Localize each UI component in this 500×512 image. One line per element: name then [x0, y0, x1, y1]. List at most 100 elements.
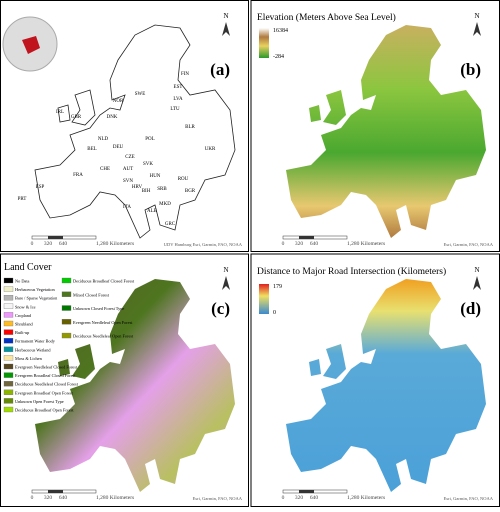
scale-label: 640 [310, 495, 319, 501]
country-label: NLD [98, 137, 109, 142]
country-label: AUT [123, 167, 133, 172]
legend-item: Evergreen Needleleaf Open Forest [73, 320, 133, 325]
legend-item: Deciduous Needleleaf Closed Forest [15, 382, 79, 387]
legend-swatch [3, 346, 14, 352]
country-label: FIN [181, 72, 189, 77]
scale-label: 0 [282, 495, 285, 501]
legend-swatch [61, 319, 72, 325]
country-label: BIH [142, 189, 151, 194]
legend-swatch [61, 277, 72, 284]
north-arrow: N [474, 12, 479, 20]
scale-bar [48, 236, 63, 239]
credit: Esri, Garmin, FAO, NOAA [193, 496, 243, 502]
country-label: SWE [135, 92, 146, 97]
scale-bar [299, 236, 314, 239]
legend-ramp [259, 28, 269, 58]
country-label: BEL [87, 147, 96, 152]
legend-swatch [3, 372, 14, 378]
country-label: CHE [100, 167, 110, 172]
north-arrow: N [223, 12, 228, 20]
scale-bar [31, 489, 97, 494]
panel-label: (d) [460, 299, 481, 318]
scale-label: 320 [44, 241, 53, 247]
credit: Esri, Garmin, FAO, NOAA [444, 496, 494, 502]
north-arrow: N [223, 266, 228, 274]
country-label: ALB [147, 209, 158, 214]
country-label: LVA [173, 97, 183, 102]
north-arrow-shape [222, 276, 230, 290]
legend-item: Evergreen Broadleaf Closed Forest [15, 373, 76, 378]
legend-swatch [61, 332, 72, 339]
panel-label: (a) [210, 60, 230, 79]
country-label: HUN [150, 174, 161, 179]
legend-ramp [259, 284, 269, 314]
north-arrow: N [474, 266, 479, 274]
scale-label: 1,280 Kilometers [347, 495, 385, 501]
legend-swatch [3, 286, 14, 292]
scale-label: 640 [59, 495, 68, 501]
country-label: CZE [125, 155, 134, 160]
country-label: UKR [205, 147, 216, 152]
panel-a-map [2, 16, 236, 239]
scale-label: 320 [295, 241, 304, 247]
scale-label: 320 [44, 495, 53, 501]
country-label: DNK [107, 115, 118, 120]
panel-b-map [286, 25, 486, 238]
legend-item: Shrubland [15, 322, 34, 327]
scale-bar [282, 235, 348, 240]
legend-swatch [3, 277, 14, 284]
legend-swatch [61, 291, 72, 297]
scale-label: 1,280 Kilometers [347, 241, 385, 247]
country-label: SRB [157, 187, 167, 192]
north-arrow-shape [222, 22, 230, 36]
credit: Esri, Garmin, FAO, NOAA [444, 242, 494, 248]
legend-item: Built-up [15, 330, 29, 335]
country-label: DEU [113, 145, 124, 150]
legend-item: Mixed Closed Forest [73, 292, 110, 297]
country-label: ITA [123, 205, 131, 210]
scale-bar [282, 489, 348, 494]
legend-swatch [3, 320, 14, 327]
legend-title: Distance to Major Road Intersection (Kil… [257, 266, 446, 277]
legend-title: Elevation (Meters Above Sea Level) [257, 12, 396, 23]
country-label: SVN [123, 179, 133, 184]
scale-bar [48, 490, 63, 493]
scale-label: 640 [59, 241, 68, 247]
legend-item: Moss & Lichen [15, 356, 43, 361]
panel: (c) N 0 320 640 1,280 Kilometers Esri, Garmin,… [3, 262, 243, 502]
legend-item: Snow & Ice [15, 304, 36, 309]
legend-min: -284 [273, 54, 284, 60]
north-arrow-shape [473, 22, 481, 36]
legend-max: 16384 [273, 28, 288, 34]
country-label: BGR [185, 189, 196, 194]
legend-swatch [3, 398, 14, 404]
legend-item: Deciduous Broadleaf Closed Forest [73, 279, 135, 284]
legend-swatch [3, 355, 14, 361]
legend-swatch [3, 338, 14, 344]
legend-item: Permanent Water Body [15, 339, 56, 344]
scale-label: 0 [31, 495, 34, 501]
legend-swatch [3, 389, 14, 395]
scale-bar [31, 235, 97, 240]
legend-item: Evergreen Needleleaf Closed Forest [15, 365, 78, 370]
legend-item: Unknown Closed Forest Type [73, 306, 124, 311]
panel: (b) N 0 320 640 1,280 Kilometers Esri, Garmin,… [257, 12, 494, 248]
credit: UDV Hamburg Esri, Garmin, FAO, NOAA [164, 242, 243, 248]
legend-item: Evergreen Broadleaf Open Forest [15, 390, 74, 395]
country-label: ESP [36, 185, 45, 190]
panel-d-map [286, 279, 486, 492]
legend-swatch [3, 406, 14, 413]
legend-max: 179 [273, 284, 282, 290]
country-label: IRL [56, 110, 64, 115]
country-label: HRV [132, 185, 143, 190]
legend-item: Bare / Sparse Vegetation [15, 296, 58, 301]
legend-item: Deciduous Broadleaf Open Forest [15, 408, 74, 413]
legend-swatch [3, 381, 14, 387]
scale-label: 320 [295, 495, 304, 501]
country-label: POL [145, 137, 154, 142]
country-label: SVK [143, 162, 153, 167]
panel: (d) N 0 320 640 1,280 Kilometers Esri, Garmin,… [257, 266, 494, 502]
country-label: PRT [18, 197, 27, 202]
legend-swatch [3, 329, 14, 335]
north-arrow-shape [473, 276, 481, 290]
